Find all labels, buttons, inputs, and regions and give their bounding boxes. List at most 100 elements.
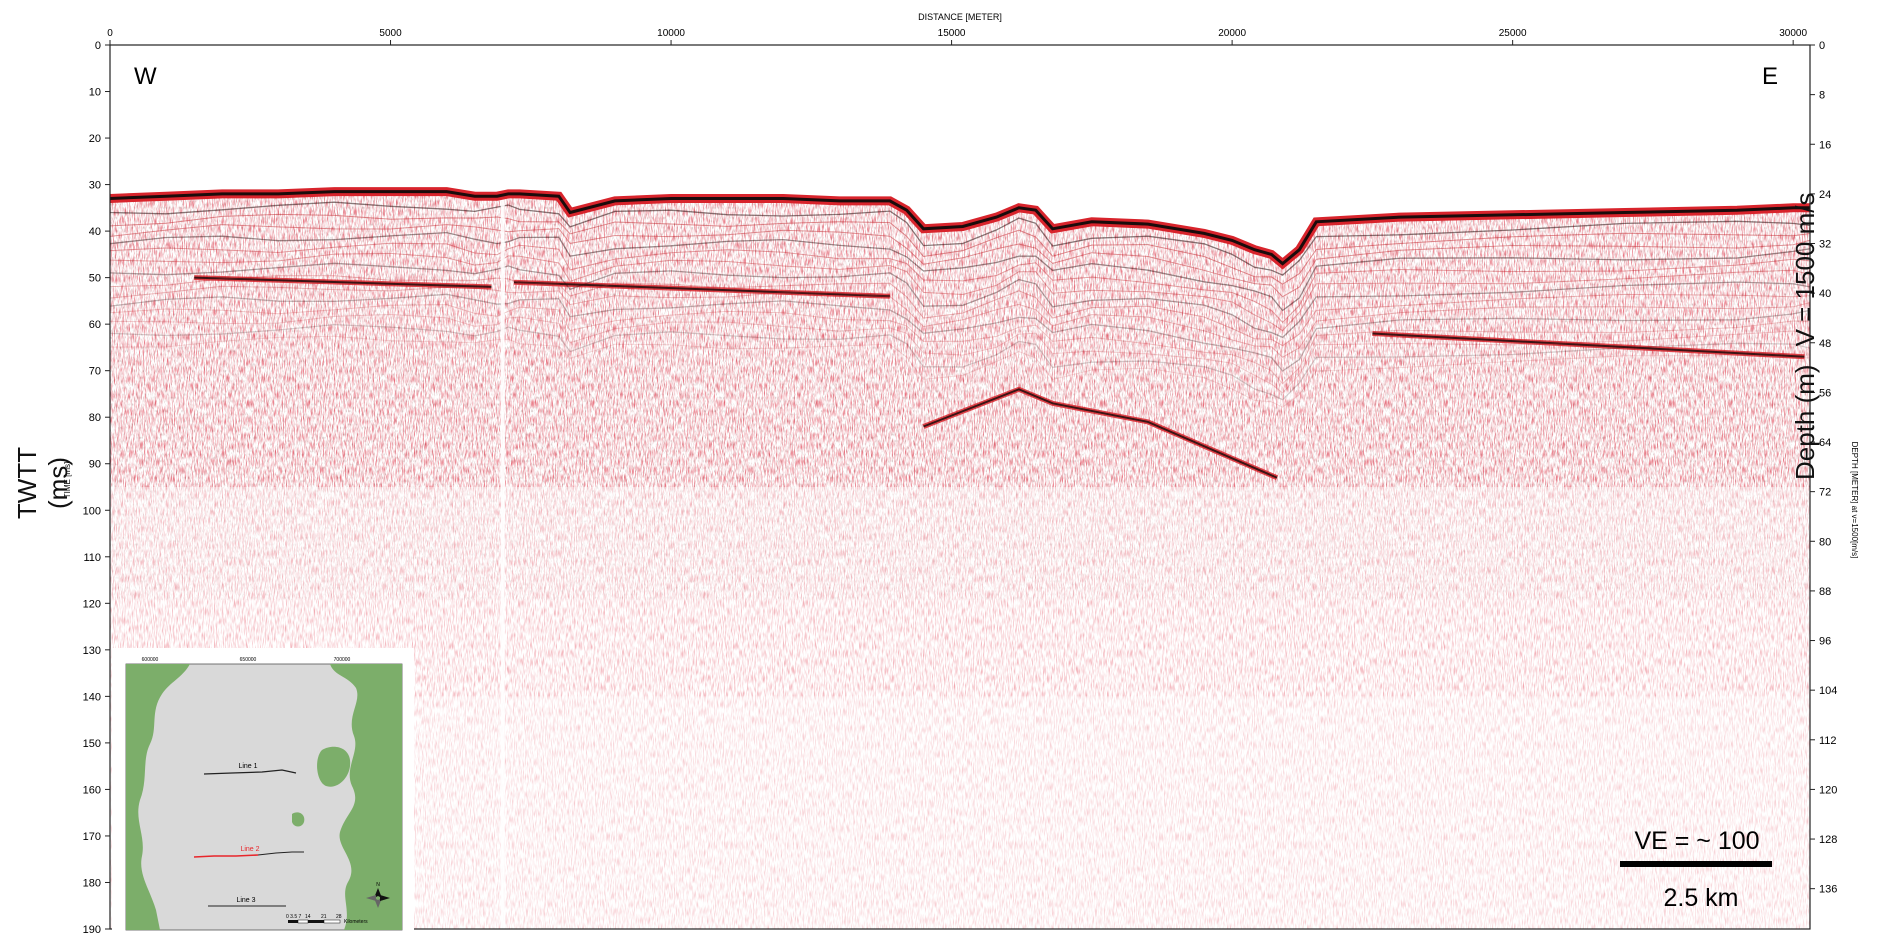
seismic-section <box>110 187 1810 929</box>
velocity-label: V = 1500 m/s <box>1790 192 1820 347</box>
shallow-layer <box>110 242 1810 324</box>
time-tick-label: 120 <box>83 598 101 610</box>
shallow-layer <box>110 213 1810 285</box>
time-axis-title: TIME [ms] <box>63 462 72 498</box>
inset-line-3-label: Line 3 <box>236 897 255 904</box>
time-tick-label: 110 <box>83 552 101 564</box>
time-tick-label: 30 <box>89 180 101 192</box>
depth-axis-title: DEPTH [METER] at v=1500[m/s] <box>1850 442 1859 559</box>
seafloor-reflector-dark <box>110 190 1810 266</box>
svg-text:14: 14 <box>305 914 311 920</box>
x-tick-label: 30000 <box>1779 28 1807 39</box>
depth-tick-label: 32 <box>1819 239 1831 251</box>
reflector-dark <box>1372 332 1805 358</box>
inset-top-tick-label: 600000 <box>142 657 159 663</box>
shallow-layer <box>110 335 1810 408</box>
reflector-dark <box>923 388 1278 479</box>
depth-tick-label: 24 <box>1819 189 1831 201</box>
x-tick-label: 5000 <box>379 28 402 39</box>
inset-top-ticks: 600000 650000 700000 <box>142 657 351 663</box>
depth-tick-label: 104 <box>1819 685 1837 697</box>
depth-tick-label: 72 <box>1819 487 1831 499</box>
inset-line-2-label: Line 2 <box>240 846 259 853</box>
svg-text:28: 28 <box>336 914 342 920</box>
scale-bar-label: 2.5 km <box>1663 884 1738 912</box>
time-tick-label: 140 <box>83 691 101 703</box>
time-tick-label: 130 <box>83 645 101 657</box>
depth-tick-label: 16 <box>1819 139 1831 151</box>
inset-line-1 <box>203 769 297 775</box>
inset-island <box>317 746 351 787</box>
time-tick-label: 80 <box>89 412 101 424</box>
time-tick-label: 170 <box>83 831 101 843</box>
depth-tick-label: 128 <box>1819 834 1837 846</box>
north-arrow-icon: N <box>366 882 390 908</box>
depth-tick-label: 56 <box>1819 387 1831 399</box>
inset-land-west <box>126 664 190 930</box>
inset-top-tick-label: 650000 <box>240 657 257 663</box>
plot-frame <box>109 44 1811 930</box>
depth-tick-label: 48 <box>1819 338 1831 350</box>
reflector-group <box>110 201 1810 480</box>
x-tick-label: 25000 <box>1499 28 1527 39</box>
depth-tick-label: 64 <box>1819 437 1831 449</box>
inset-line-1-label: Line 1 <box>238 763 257 770</box>
time-tick-label: 180 <box>83 877 101 889</box>
inset-line-2 <box>193 854 259 858</box>
shallow-layer <box>110 285 1810 358</box>
shallow-layer <box>110 252 1810 332</box>
shallow-layer <box>110 293 1810 372</box>
svg-text:21: 21 <box>321 914 327 920</box>
inset-line-2-extension <box>257 851 304 856</box>
time-tick-label: 50 <box>89 273 101 285</box>
time-tick-label: 20 <box>89 133 101 145</box>
time-tick-label: 70 <box>89 366 101 378</box>
depth-axis-ticks: 0 8 16 24 32 40 48 56 64 72 80 88 96 104 112 120 128 136 <box>1810 40 1837 896</box>
shallow-layer <box>110 231 1810 312</box>
vertical-exaggeration-label: VE = ~ 100 <box>1634 827 1759 855</box>
time-tick-label: 190 <box>83 924 101 934</box>
direction-east: E <box>1762 63 1778 90</box>
time-axis-ticks: 0 10 20 30 40 50 60 70 80 90 100 110 120 130 140 150 160… <box>83 40 110 934</box>
x-tick-label: 10000 <box>657 28 685 39</box>
depth-tick-label: 80 <box>1819 536 1831 548</box>
time-tick-label: 60 <box>89 319 101 331</box>
depth-tick-label: 8 <box>1819 90 1825 102</box>
depth-tick-label: 136 <box>1819 884 1837 896</box>
shallow-layer <box>110 313 1810 394</box>
inset-scale-bar: 0 3.5 7 14 21 28 Kilometers <box>286 914 368 925</box>
svg-text:N: N <box>376 882 380 888</box>
depth-outer-label: Depth (m) V = 1500 m/s <box>1790 140 1824 481</box>
time-tick-label: 150 <box>83 738 101 750</box>
time-tick-label: 10 <box>89 87 101 99</box>
depth-tick-label: 88 <box>1819 586 1831 598</box>
inset-top-tick-label: 700000 <box>334 657 351 663</box>
direction-west: W <box>134 63 157 90</box>
x-axis-title: DISTANCE [METER] <box>918 12 1002 22</box>
shallow-layer <box>110 275 1810 347</box>
time-tick-label: 100 <box>83 505 101 517</box>
time-tick-label: 0 <box>95 40 101 52</box>
depth-tick-label: 0 <box>1819 40 1825 52</box>
svg-text:0 3.5 7: 0 3.5 7 <box>286 914 302 920</box>
time-tick-label: 160 <box>83 784 101 796</box>
shallow-layer <box>110 323 1810 401</box>
depth-tick-label: 96 <box>1819 636 1831 648</box>
inset-land-east <box>330 664 402 930</box>
time-tick-label: 40 <box>89 226 101 238</box>
svg-text:Kilometers: Kilometers <box>344 919 368 925</box>
depth-tick-label: 40 <box>1819 288 1831 300</box>
scale-bar <box>1620 861 1772 867</box>
twtt-outer-label: TWTT (ms) <box>12 446 73 520</box>
shallow-layer <box>110 201 1810 276</box>
inset-map: 600000 650000 700000 Line 1 Line 2 Line 3 … <box>112 648 414 931</box>
x-tick-label: 0 <box>107 28 113 39</box>
shallow-layer <box>110 304 1810 385</box>
reflector-dark <box>513 281 890 298</box>
shallow-layer <box>110 224 1810 298</box>
shallow-layer <box>110 262 1810 339</box>
reflector-dark <box>194 276 492 288</box>
inset-island-small <box>292 812 305 827</box>
x-tick-label: 15000 <box>938 28 966 39</box>
